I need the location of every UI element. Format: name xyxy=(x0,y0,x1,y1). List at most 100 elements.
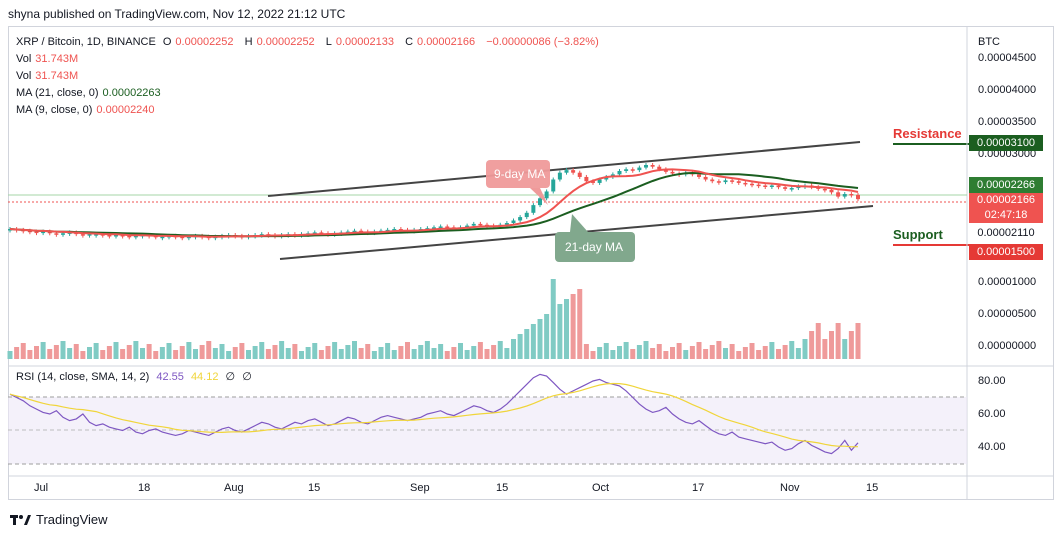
publish-header: shyna published on TradingView.com, Nov … xyxy=(8,7,346,21)
volume-bar xyxy=(822,339,828,359)
volume-bar xyxy=(285,348,291,359)
volume-bar xyxy=(27,350,33,359)
ma21-legend[interactable]: MA (21, close, 0) 0.00002263 xyxy=(16,87,161,99)
candle-body xyxy=(637,167,642,171)
rsi-legend[interactable]: RSI (14, close, SMA, 14, 2) 42.55 44.12 … xyxy=(16,371,252,383)
ma21-line xyxy=(9,171,859,238)
ma21-callout: 21-day MA xyxy=(555,214,635,262)
time-axis-label: 15 xyxy=(496,482,509,494)
volume-bar xyxy=(438,344,444,359)
volume-bar xyxy=(265,349,271,359)
candle-body xyxy=(114,235,118,237)
candle-body xyxy=(27,230,32,233)
candle-body xyxy=(657,166,662,170)
volume-bar xyxy=(537,319,543,359)
volume-bar xyxy=(193,349,198,359)
candle-body xyxy=(783,187,788,189)
candle-body xyxy=(61,233,65,235)
time-axis-label: Sep xyxy=(410,482,430,494)
volume-bar xyxy=(113,342,119,359)
time-axis-label: 17 xyxy=(692,482,705,494)
volume-bar xyxy=(305,347,311,359)
candle-body xyxy=(564,170,569,173)
volume-bar xyxy=(106,346,112,359)
candle-body xyxy=(842,194,847,197)
last-price-value: 0.00002166 xyxy=(976,194,1036,206)
volume-bar xyxy=(583,344,589,359)
open-label: O 0.00002252 xyxy=(162,36,234,48)
rsi-line xyxy=(9,373,859,455)
volume-bar xyxy=(795,348,801,359)
candle-body xyxy=(544,191,549,199)
volume-bar xyxy=(756,350,762,359)
price-axis-label: 0.00003000 xyxy=(978,148,1037,160)
volume-bar xyxy=(206,341,212,359)
candle-body xyxy=(465,225,470,228)
candle-body xyxy=(94,234,99,236)
volume-bar xyxy=(577,289,583,359)
volume-bar xyxy=(378,347,384,359)
volume-bar xyxy=(716,341,722,359)
ohlc-legend: XRP / Bitcoin, 1D, BINANCE O 0.00002252 H… xyxy=(16,36,603,48)
candle-body xyxy=(789,188,794,190)
candle-body xyxy=(186,236,191,239)
candle-body xyxy=(312,232,317,234)
volume-bar xyxy=(544,314,550,359)
volume-bar xyxy=(126,345,132,359)
candle-body xyxy=(259,234,264,236)
volume-bar xyxy=(650,348,656,359)
volume-bar xyxy=(246,350,251,359)
candle-body xyxy=(604,176,609,180)
volume-bar xyxy=(776,349,781,359)
volume-bar xyxy=(855,323,861,359)
volume-bar xyxy=(73,344,79,359)
time-axis-label: Aug xyxy=(224,482,244,494)
support-level-tag: 0.00001500 xyxy=(969,244,1043,260)
volume-bar xyxy=(829,331,834,359)
time-axis-label: 15 xyxy=(866,482,879,494)
volume-bar xyxy=(656,344,662,359)
candle-body xyxy=(438,226,443,228)
price-axis-label: 0.00003500 xyxy=(978,116,1037,128)
volume-bar xyxy=(444,351,450,359)
candle-body xyxy=(478,223,483,226)
candle-body xyxy=(836,192,841,197)
volume-bar xyxy=(557,304,563,359)
candle-body xyxy=(577,172,582,177)
candle-body xyxy=(716,181,721,183)
ma9-callout-box xyxy=(486,160,550,188)
candle-body xyxy=(359,230,364,233)
volume-bar xyxy=(40,342,46,359)
tradingview-footer[interactable]: TradingView xyxy=(10,512,108,527)
symbol-label[interactable]: XRP / Bitcoin, 1D, BINANCE xyxy=(16,36,156,48)
candle-body xyxy=(538,198,542,206)
change-label: −0.00000086 (−3.82%) xyxy=(486,36,599,48)
volume-bar xyxy=(7,351,13,359)
volume-bar xyxy=(411,349,417,359)
volume-bar xyxy=(173,350,179,359)
volume-bar xyxy=(153,351,159,359)
time-axis-label: Oct xyxy=(592,482,610,494)
ma9-legend[interactable]: MA (9, close, 0) 0.00002240 xyxy=(16,104,155,116)
volume-bar xyxy=(736,351,742,359)
low-label: L 0.00002133 xyxy=(325,36,394,48)
resistance-level-tag: 0.00003100 xyxy=(969,135,1043,151)
candle-body xyxy=(392,229,397,231)
candle-body xyxy=(551,179,556,192)
volume-bar xyxy=(623,342,629,359)
volume-bar xyxy=(464,350,470,359)
candle-body xyxy=(319,232,324,234)
candle-body xyxy=(531,205,536,213)
volume-bar xyxy=(272,345,278,359)
time-axis-label: Jul xyxy=(34,482,49,494)
volume-bar xyxy=(670,347,675,359)
rsi-sma-line xyxy=(9,382,859,448)
volume-bar xyxy=(636,345,642,359)
candle-body xyxy=(34,231,39,234)
volume-bar xyxy=(226,351,232,359)
volume-bar xyxy=(67,348,73,359)
volume-bar xyxy=(617,346,622,359)
volume-bar xyxy=(683,350,689,359)
volume-bar xyxy=(332,342,338,359)
